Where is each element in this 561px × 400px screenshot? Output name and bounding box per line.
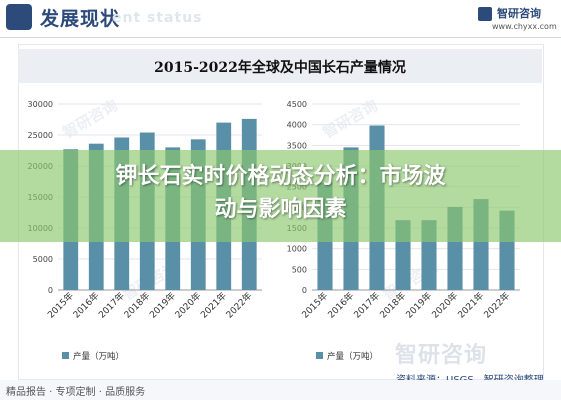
legend-label: 产量（万吨）: [73, 351, 124, 362]
y-tick-label: 500: [292, 265, 307, 274]
header-bar: 发展现状 ent status 智研咨询 www.chyxx.com: [0, 0, 561, 36]
brand-logo-icon: [478, 7, 492, 21]
x-tick-label: 2022年: [223, 290, 254, 321]
brand-name: 智研咨询: [497, 7, 541, 20]
brand-url: www.chyxx.com: [492, 22, 557, 31]
x-tick-label: 2022年: [481, 290, 512, 321]
section-subtitle: ent status: [112, 10, 203, 26]
legend-label: 产量（万吨）: [327, 351, 378, 362]
x-tick-label: 2017年: [96, 290, 127, 321]
x-tick-label: 2020年: [172, 290, 203, 321]
x-tick-label: 2019年: [403, 290, 434, 321]
x-tick-label: 2018年: [377, 290, 408, 321]
headline-text: 钾长石实时价格动态分析：市场波 动与影响因素: [40, 160, 521, 226]
y-tick-label: 0: [48, 286, 53, 295]
x-tick-label: 2020年: [429, 290, 460, 321]
header-divider: [0, 37, 561, 38]
x-tick-label: 2021年: [455, 290, 486, 321]
y-tick-label: 3500: [287, 141, 307, 150]
watermark-logo: 智研咨询: [395, 343, 488, 368]
legend-swatch: [316, 352, 323, 359]
legend-swatch: [62, 352, 69, 359]
chart-title: 2015-2022年全球及中国长石产量情况: [154, 60, 406, 76]
section-title: 发展现状: [40, 8, 121, 30]
y-tick-label: 25000: [28, 131, 53, 140]
headline-line-2: 动与影响因素: [214, 197, 347, 222]
headline-banner: [0, 150, 561, 242]
section-marker: [6, 4, 32, 30]
y-tick-label: 30000: [28, 100, 53, 109]
footer-bar: [0, 380, 561, 400]
y-tick-label: 1000: [287, 245, 307, 254]
y-tick-label: 5000: [33, 255, 53, 264]
y-tick-label: 4000: [287, 121, 307, 130]
x-tick-label: 2016年: [325, 290, 356, 321]
x-tick-label: 2016年: [70, 290, 101, 321]
x-tick-label: 2017年: [351, 290, 382, 321]
y-tick-label: 4500: [287, 100, 307, 109]
x-tick-label: 2021年: [198, 290, 229, 321]
footer-text: 精品报告 · 专项定制 · 品质服务: [6, 387, 146, 398]
y-tick-label: 0: [302, 286, 307, 295]
chart-title-band: [18, 49, 542, 83]
x-tick-label: 2018年: [121, 290, 152, 321]
headline-line-1: 钾长石实时价格动态分析：市场波: [115, 164, 446, 189]
x-tick-label: 2019年: [147, 290, 178, 321]
